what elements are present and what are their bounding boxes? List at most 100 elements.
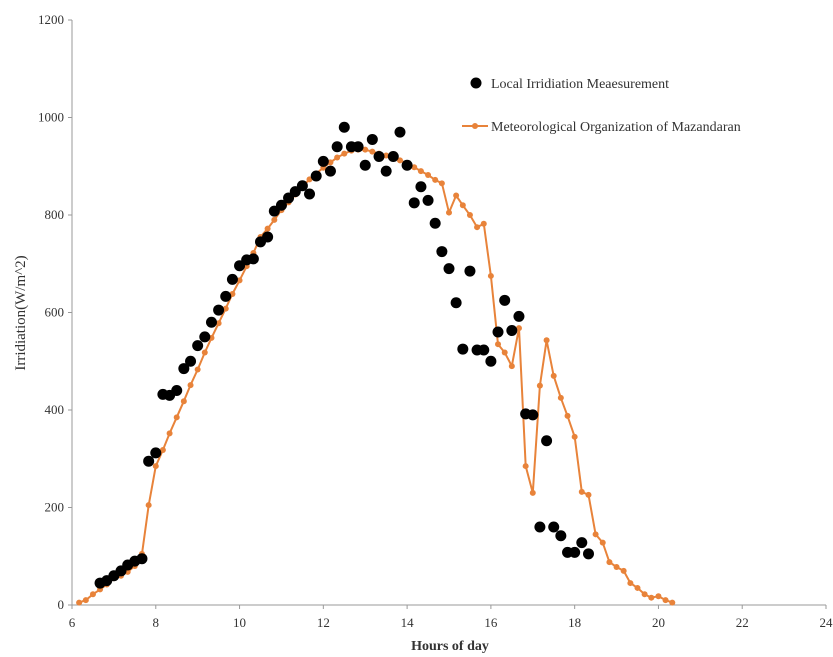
- plot-area: [76, 121, 676, 606]
- meteorological-point: [495, 341, 502, 348]
- local-measurement-point: [492, 326, 504, 338]
- local-measurement-point: [331, 141, 343, 153]
- local-measurement-point: [213, 304, 225, 316]
- local-measurement-point: [576, 537, 588, 549]
- local-measurement-point: [582, 548, 594, 560]
- local-measurement-point: [338, 121, 350, 133]
- meteorological-point: [529, 489, 536, 496]
- y-tick-label: 200: [45, 500, 65, 515]
- local-measurement-point: [380, 165, 392, 177]
- local-measurement-point: [415, 181, 427, 193]
- legend: Local Irridiation Meaesurement Meteorolo…: [462, 77, 741, 135]
- meteorological-point: [585, 491, 592, 498]
- local-measurement-point: [464, 265, 476, 277]
- y-tick-label: 400: [45, 402, 65, 417]
- meteorological-point: [669, 599, 676, 606]
- legend-label-meteorological: Meteorological Organization of Mazandara…: [491, 120, 741, 135]
- x-tick-label: 20: [652, 615, 665, 630]
- local-measurement-point: [150, 447, 162, 459]
- meteorological-point: [187, 382, 194, 389]
- x-ticks: 6 8 10 12 14 16 18 20 22 24: [69, 605, 833, 630]
- y-tick-label: 1200: [38, 12, 64, 27]
- meteorological-point: [648, 594, 655, 601]
- legend-marker-local: [470, 77, 482, 89]
- x-tick-label: 18: [568, 615, 581, 630]
- local-measurement-point: [422, 194, 434, 206]
- local-measurement-point: [205, 316, 217, 328]
- meteorological-point: [152, 463, 159, 470]
- local-measurement-point: [178, 363, 190, 375]
- local-measurement-point: [555, 530, 567, 542]
- local-measurement-point: [199, 331, 211, 343]
- x-tick-label: 8: [153, 615, 160, 630]
- meteorological-point: [173, 414, 180, 421]
- local-measurement-point: [457, 343, 469, 355]
- meteorological-point: [369, 148, 376, 155]
- meteorological-point: [194, 366, 201, 373]
- meteorological-point: [432, 176, 439, 183]
- local-measurement-point: [569, 546, 581, 558]
- meteorological-point: [411, 164, 418, 171]
- local-measurement-point: [220, 290, 232, 302]
- meteorological-point: [166, 430, 173, 437]
- meteorological-point: [474, 224, 481, 231]
- local-measurement-point: [394, 126, 406, 138]
- meteorological-point: [334, 154, 341, 161]
- meteorological-point: [89, 591, 96, 598]
- meteorological-point: [180, 398, 187, 405]
- meteorological-point: [459, 202, 466, 209]
- legend-label-local: Local Irridiation Meaesurement: [491, 77, 669, 92]
- meteorological-point: [446, 209, 452, 216]
- local-measurement-point: [359, 159, 371, 171]
- x-tick-label: 14: [401, 615, 415, 630]
- meteorological-point: [557, 394, 564, 401]
- meteorological-point: [82, 597, 89, 604]
- local-measurement-point: [373, 151, 385, 162]
- meteorological-point: [578, 488, 585, 495]
- meteorological-point: [341, 150, 348, 157]
- meteorological-point: [453, 192, 460, 199]
- meteorological-point: [655, 593, 662, 600]
- local-measurement-point: [185, 355, 197, 367]
- y-tick-label: 800: [45, 207, 65, 222]
- meteorological-point: [362, 146, 369, 153]
- meteorological-point: [571, 433, 578, 440]
- local-measurement-point: [296, 180, 308, 192]
- meteorological-point: [606, 559, 613, 566]
- local-measurement-point: [408, 197, 420, 209]
- meteorological-point: [501, 349, 508, 356]
- local-measurement-point: [541, 435, 553, 447]
- meteorological-point: [306, 176, 313, 183]
- x-tick-label: 12: [317, 615, 330, 630]
- local-measurement-point: [548, 521, 560, 533]
- series-line-meteorological: [78, 148, 673, 604]
- meteorological-point: [627, 580, 634, 587]
- local-measurement-point: [485, 355, 497, 367]
- local-measurement-point: [506, 325, 518, 337]
- meteorological-point: [522, 463, 529, 470]
- local-measurement-point: [513, 310, 525, 322]
- local-measurement-point: [304, 188, 316, 200]
- x-tick-label: 22: [736, 615, 749, 630]
- meteorological-point: [641, 591, 648, 598]
- meteorological-point: [620, 567, 627, 574]
- local-measurement-point: [324, 165, 336, 177]
- x-tick-label: 6: [69, 615, 76, 630]
- meteorological-point: [480, 220, 487, 227]
- local-measurement-point: [247, 253, 259, 265]
- meteorological-point: [159, 446, 166, 453]
- meteorological-point: [425, 172, 432, 179]
- local-measurement-point: [310, 170, 322, 182]
- meteorological-point: [383, 152, 390, 159]
- meteorological-point: [438, 180, 445, 187]
- local-measurement-point: [192, 340, 204, 352]
- meteorological-point: [592, 531, 599, 538]
- meteorological-point: [543, 337, 550, 344]
- meteorological-point: [508, 363, 515, 370]
- x-tick-label: 10: [233, 615, 246, 630]
- meteorological-point: [271, 216, 278, 223]
- meteorological-point: [536, 382, 543, 389]
- local-measurement-point: [262, 231, 274, 243]
- meteorological-point: [634, 584, 641, 591]
- meteorological-point: [145, 502, 152, 509]
